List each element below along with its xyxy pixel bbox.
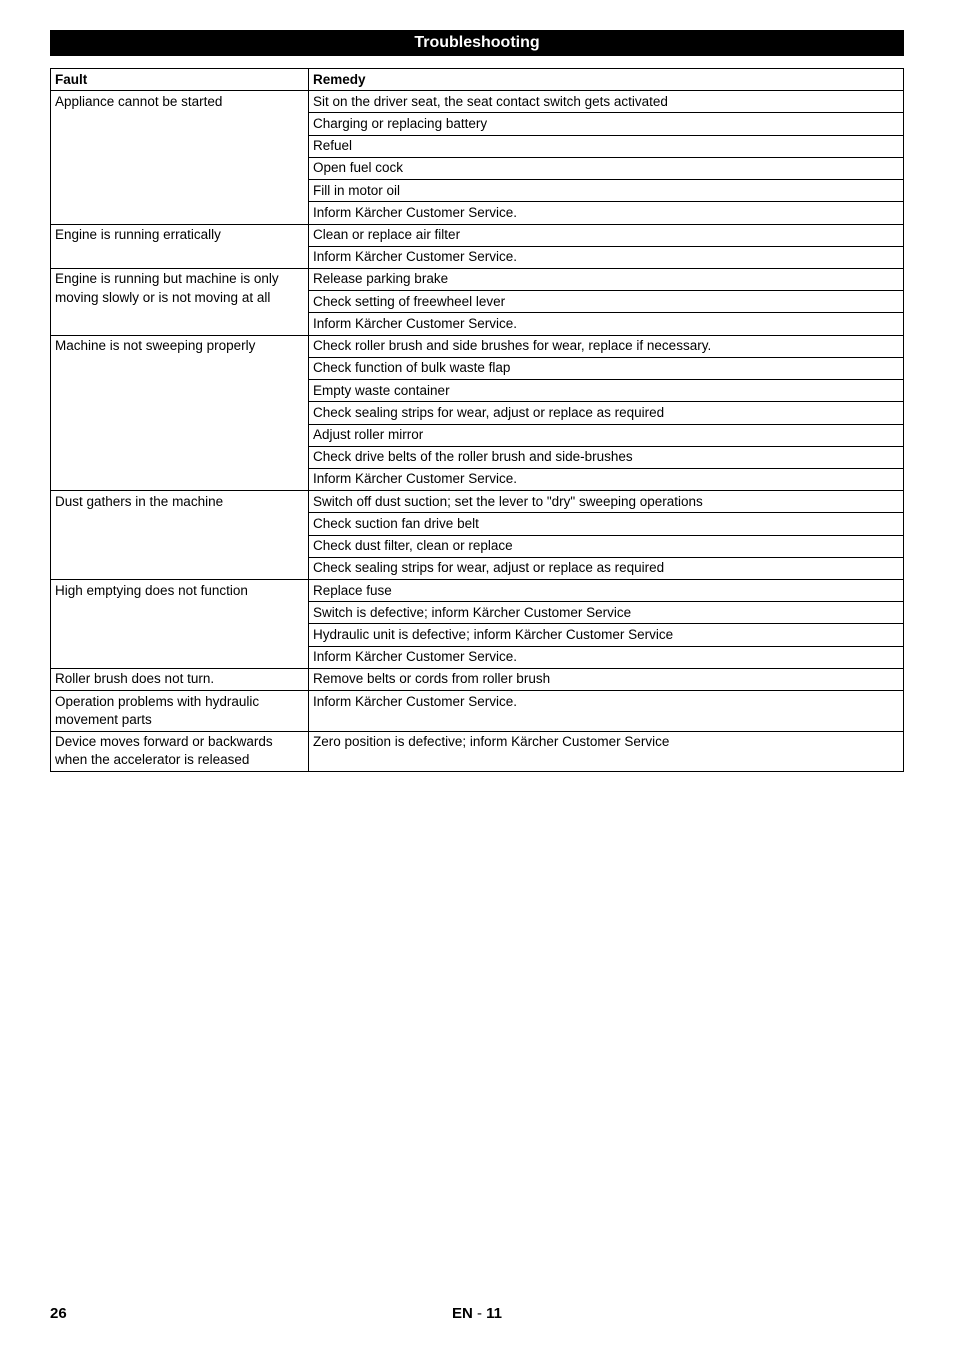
fault-cell: Device moves forward or backwards when t…: [51, 731, 309, 771]
remedy-cell: Hydraulic unit is defective; inform Kärc…: [309, 624, 904, 646]
remedy-cell: Check suction fan drive belt: [309, 513, 904, 535]
header-fault: Fault: [51, 69, 309, 91]
table-row: Dust gathers in the machineSwitch off du…: [51, 491, 904, 513]
page-content: Troubleshooting FaultRemedyAppliance can…: [0, 0, 954, 772]
remedy-cell: Inform Kärcher Customer Service.: [309, 246, 904, 268]
remedy-cell: Check function of bulk waste flap: [309, 357, 904, 379]
fault-cell: Roller brush does not turn.: [51, 668, 309, 690]
remedy-cell: Empty waste container: [309, 380, 904, 402]
footer-page-right: 11: [486, 1305, 502, 1322]
remedy-cell: Refuel: [309, 135, 904, 157]
table-row: Device moves forward or backwards when t…: [51, 731, 904, 771]
footer-center: EN - 11: [0, 1305, 954, 1322]
remedy-cell: Open fuel cock: [309, 157, 904, 179]
remedy-cell: Inform Kärcher Customer Service.: [309, 313, 904, 335]
remedy-cell: Switch is defective; inform Kärcher Cust…: [309, 602, 904, 624]
remedy-cell: Clean or replace air filter: [309, 224, 904, 246]
table-row: Appliance cannot be startedSit on the dr…: [51, 91, 904, 113]
remedy-cell: Charging or replacing battery: [309, 113, 904, 135]
table-body: FaultRemedyAppliance cannot be startedSi…: [51, 69, 904, 772]
table-row: Engine is running but machine is only mo…: [51, 268, 904, 290]
remedy-cell: Check dust filter, clean or replace: [309, 535, 904, 557]
table-row: Machine is not sweeping properlyCheck ro…: [51, 335, 904, 357]
remedy-cell: Release parking brake: [309, 268, 904, 290]
fault-cell: Engine is running but machine is only mo…: [51, 268, 309, 335]
remedy-cell: Switch off dust suction; set the lever t…: [309, 491, 904, 513]
remedy-cell: Inform Kärcher Customer Service.: [309, 202, 904, 224]
table-row: Roller brush does not turn.Remove belts …: [51, 668, 904, 690]
footer-lang: EN: [452, 1305, 473, 1322]
fault-cell: Machine is not sweeping properly: [51, 335, 309, 491]
footer-sep: -: [473, 1305, 486, 1322]
remedy-cell: Inform Kärcher Customer Service.: [309, 646, 904, 668]
fault-cell: Engine is running erratically: [51, 224, 309, 268]
remedy-cell: Inform Kärcher Customer Service.: [309, 468, 904, 490]
remedy-cell: Adjust roller mirror: [309, 424, 904, 446]
remedy-cell: Zero position is defective; inform Kärch…: [309, 731, 904, 771]
remedy-cell: Remove belts or cords from roller brush: [309, 668, 904, 690]
remedy-cell: Check roller brush and side brushes for …: [309, 335, 904, 357]
table-row: High emptying does not functionReplace f…: [51, 580, 904, 602]
header-remedy: Remedy: [309, 69, 904, 91]
table-header-row: FaultRemedy: [51, 69, 904, 91]
table-row: Operation problems with hydraulic moveme…: [51, 691, 904, 731]
remedy-cell: Sit on the driver seat, the seat contact…: [309, 91, 904, 113]
fault-cell: High emptying does not function: [51, 580, 309, 669]
fault-cell: Dust gathers in the machine: [51, 491, 309, 580]
remedy-cell: Inform Kärcher Customer Service.: [309, 691, 904, 731]
fault-cell: Appliance cannot be started: [51, 91, 309, 224]
page-footer: 26 EN - 11: [0, 1305, 954, 1322]
remedy-cell: Check drive belts of the roller brush an…: [309, 446, 904, 468]
remedy-cell: Check sealing strips for wear, adjust or…: [309, 402, 904, 424]
remedy-cell: Check sealing strips for wear, adjust or…: [309, 557, 904, 579]
troubleshooting-table: FaultRemedyAppliance cannot be startedSi…: [50, 68, 904, 772]
remedy-cell: Fill in motor oil: [309, 180, 904, 202]
remedy-cell: Check setting of freewheel lever: [309, 291, 904, 313]
table-row: Engine is running erraticallyClean or re…: [51, 224, 904, 246]
footer-page-left: 26: [50, 1305, 67, 1322]
remedy-cell: Replace fuse: [309, 580, 904, 602]
fault-cell: Operation problems with hydraulic moveme…: [51, 691, 309, 731]
section-title: Troubleshooting: [50, 30, 904, 56]
